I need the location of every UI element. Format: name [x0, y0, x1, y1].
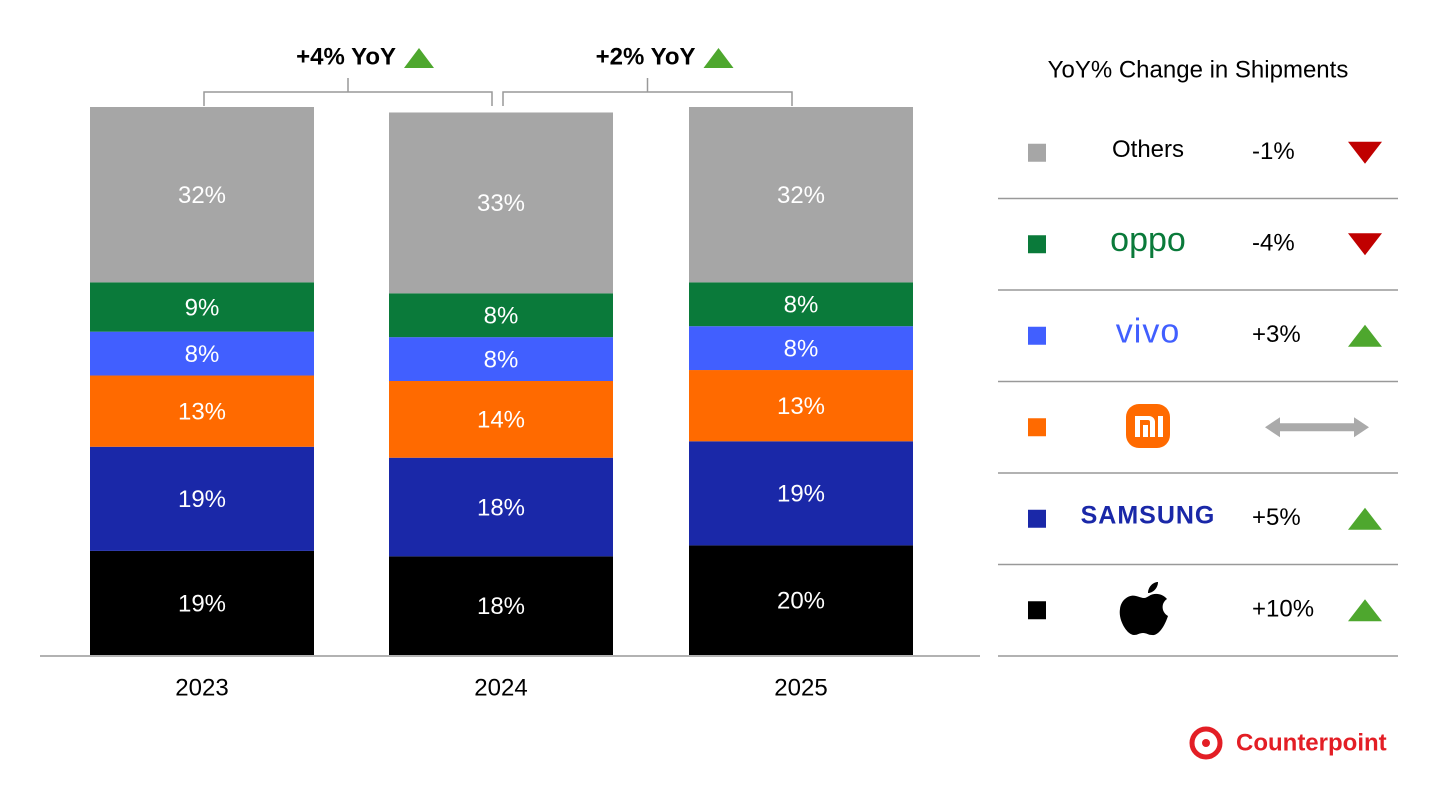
source-logo [1189, 726, 1223, 760]
legend-change: +10% [1252, 596, 1314, 623]
legend-label: oppo [1110, 221, 1186, 259]
source: Counterpoint [1236, 729, 1387, 756]
legend-label: Others [1112, 136, 1184, 163]
legend-swatch [1028, 143, 1046, 162]
bar-segment [90, 550, 314, 655]
apple-logo [1119, 582, 1168, 636]
value-label: 8% [484, 303, 519, 330]
bar-segment [689, 326, 913, 371]
up-arrow [1348, 507, 1382, 530]
value-label: 33% [477, 190, 525, 217]
value-label: 13% [777, 393, 825, 420]
up-arrow [404, 48, 434, 68]
bar-segment [389, 112, 613, 294]
bar-segment [689, 107, 913, 283]
x-tick-label: 2024 [474, 674, 527, 701]
value-label: 18% [477, 494, 525, 521]
value-label: 14% [477, 407, 525, 434]
value-label: 9% [185, 294, 220, 321]
bracket [203, 78, 493, 106]
value-label: 32% [178, 182, 226, 209]
bar-segment [389, 381, 613, 458]
legend-change: +3% [1252, 321, 1301, 348]
legend-change: +5% [1252, 504, 1301, 531]
value-label: 19% [178, 486, 226, 513]
legend-swatch [1028, 509, 1046, 528]
down-arrow [1348, 141, 1382, 164]
bar-segment [689, 441, 913, 546]
bar-segment [689, 370, 913, 442]
bar-segment [90, 107, 314, 283]
bar-segment [389, 457, 613, 557]
legend-change: -1% [1252, 138, 1295, 165]
bar-segment [389, 337, 613, 381]
bracket [502, 78, 793, 106]
no-change-arrow [1265, 417, 1369, 438]
legend-swatch [1028, 601, 1046, 620]
up-arrow [703, 48, 734, 68]
legend-swatch [1028, 235, 1046, 254]
bar-segment [90, 375, 314, 447]
bar-segment [689, 545, 913, 655]
value-label: 13% [178, 398, 226, 425]
annotation: +4% YoY [296, 43, 396, 70]
value-label: 19% [777, 481, 825, 508]
bar-segment [90, 331, 314, 376]
down-arrow [1348, 233, 1382, 256]
value-label: 18% [477, 593, 525, 620]
xiaomi-logo [1126, 404, 1170, 448]
bar-segment [689, 282, 913, 327]
value-label: 8% [484, 346, 519, 373]
legend-label: vivo [1116, 313, 1180, 351]
value-label: 8% [784, 292, 819, 319]
bar-segment [389, 556, 613, 655]
bar-segment [90, 282, 314, 332]
value-label: 19% [178, 590, 226, 617]
x-tick-label: 2025 [774, 674, 827, 701]
value-label: 8% [784, 335, 819, 362]
legend-swatch [1028, 326, 1046, 345]
up-arrow [1348, 324, 1382, 347]
value-label: 8% [185, 341, 220, 368]
up-arrow [1348, 599, 1382, 622]
bar-segment [90, 446, 314, 551]
x-tick-label: 2023 [175, 674, 228, 701]
value-label: 20% [777, 588, 825, 615]
value-label: 32% [777, 182, 825, 209]
bar-segment [389, 293, 613, 338]
annotation: +2% YoY [596, 43, 696, 70]
legend-label: SAMSUNG [1081, 501, 1216, 529]
legend-change: -4% [1252, 230, 1295, 257]
legend-title: YoY% Change in Shipments [1048, 56, 1349, 83]
legend-swatch [1028, 418, 1046, 437]
